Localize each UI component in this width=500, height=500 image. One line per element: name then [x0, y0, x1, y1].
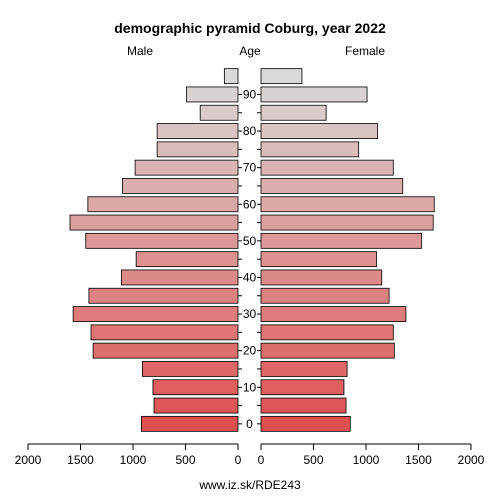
male-bar-30-34: [72, 306, 239, 322]
male-bar-0-4: [140, 415, 239, 432]
female-bars: [260, 68, 435, 432]
female-bar-30-34: [260, 306, 407, 322]
age-tick-label: 20: [243, 344, 257, 358]
male-bar-undefined: [223, 68, 239, 85]
footer-source: www.iz.sk/RDE243: [198, 478, 301, 492]
age-tick-label: 30: [243, 307, 257, 321]
female-x-tick-label: 1000: [353, 453, 380, 467]
male-x-tick-label: 2000: [15, 453, 42, 467]
age-tick-label: 10: [243, 380, 257, 394]
female-bar-70-74: [260, 159, 394, 176]
male-bar-55-59: [69, 214, 239, 231]
female-bar-35-39: [260, 287, 390, 304]
chart-title: demographic pyramid Coburg, year 2022: [114, 20, 386, 36]
female-x-tick-label: 500: [303, 453, 323, 467]
female-bar-20-24: [260, 342, 395, 359]
age-tick-label: 70: [243, 161, 257, 175]
male-bar-70-74: [134, 159, 239, 176]
female-bar-80-84: [260, 123, 378, 139]
female-bar-40-44: [260, 269, 383, 286]
age-tick-label: 0: [246, 417, 253, 431]
male-label: Male: [127, 44, 153, 58]
male-x-axis: 2000 1500 1000 500 0: [15, 443, 242, 467]
male-x-tick-label: 500: [175, 453, 195, 467]
male-x-tick-label: 0: [235, 453, 242, 467]
male-bars: [69, 68, 239, 432]
male-bar-50-54: [85, 232, 239, 249]
male-bar-25-29: [90, 324, 239, 341]
male-bar-10-14: [152, 379, 239, 396]
age-tick-label: 90: [243, 87, 257, 101]
male-bar-20-24: [92, 342, 239, 359]
female-bar-10-14: [260, 379, 345, 396]
male-bar-80-84: [156, 123, 239, 139]
female-bar-25-29: [260, 324, 394, 341]
age-tick-label: 60: [243, 197, 257, 211]
age-label: Age: [239, 44, 261, 58]
male-bar-85-89: [199, 104, 239, 121]
female-bar-15-19: [260, 361, 348, 377]
female-x-tick-label: 2000: [458, 453, 485, 467]
female-bar-50-54: [260, 232, 423, 249]
male-bar-35-39: [88, 287, 239, 304]
female-bar-60-64: [260, 196, 435, 213]
female-bar-undefined: [260, 68, 303, 85]
female-bar-75-79: [260, 141, 360, 158]
female-bar-5-9: [260, 397, 347, 414]
age-tick-label: 40: [243, 270, 257, 284]
male-bar-60-64: [87, 196, 239, 213]
male-bar-90+: [186, 86, 239, 103]
age-tick-label: 80: [243, 124, 257, 138]
female-x-tick-label: 1500: [405, 453, 432, 467]
female-x-axis: 2000 1500 1000 500 0: [258, 443, 485, 467]
female-bar-55-59: [260, 214, 434, 231]
male-bar-45-49: [135, 251, 239, 268]
female-bar-90+: [260, 86, 368, 103]
male-x-tick-label: 1000: [120, 453, 147, 467]
female-bar-85-89: [260, 104, 327, 121]
male-x-tick-label: 1500: [67, 453, 94, 467]
male-bar-15-19: [142, 361, 239, 377]
age-tick-label: 50: [243, 234, 257, 248]
male-bar-40-44: [121, 269, 239, 286]
male-bar-75-79: [156, 141, 239, 158]
female-x-tick-label: 0: [258, 453, 265, 467]
male-bar-5-9: [153, 397, 239, 414]
male-bar-65-69: [122, 178, 239, 194]
age-axis: 0 10 20 30 40 50 60 70 80 90: [238, 87, 261, 431]
female-label: Female: [345, 44, 385, 58]
female-bar-45-49: [260, 251, 377, 268]
female-bar-0-4: [260, 415, 351, 432]
female-bar-65-69: [260, 178, 404, 194]
